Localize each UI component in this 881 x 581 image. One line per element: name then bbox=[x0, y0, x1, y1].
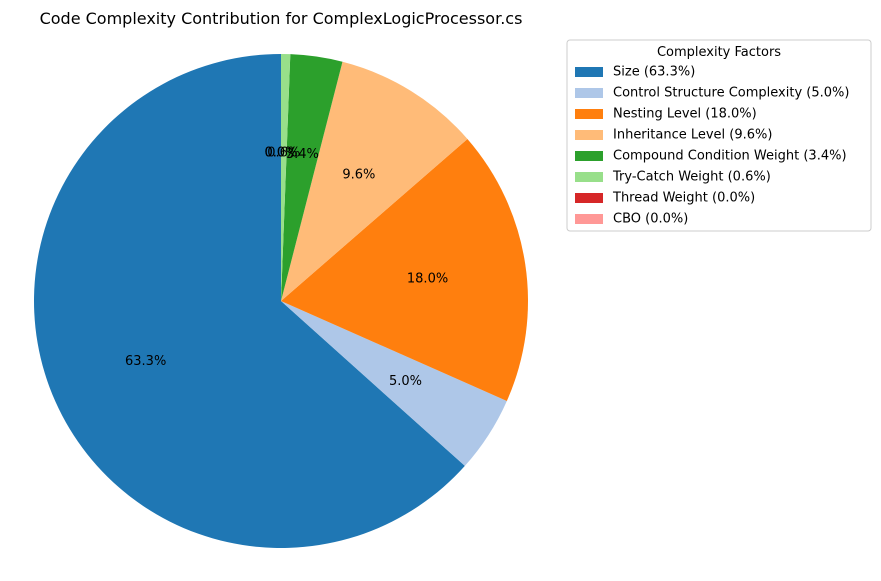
legend-title: Complexity Factors bbox=[657, 45, 781, 60]
pie-slice-size bbox=[34, 54, 465, 548]
legend-items: Size (63.3%) Control Structure Complexity… bbox=[575, 65, 849, 227]
slice-label-nesting-level: 18.0% bbox=[407, 271, 448, 286]
legend-label-cbo: CBO (0.0%) bbox=[613, 212, 688, 227]
slice-label-control-structure-complexity: 5.0% bbox=[389, 374, 422, 389]
legend-swatch-size bbox=[575, 67, 603, 77]
legend-label-thread-weight: Thread Weight (0.0%) bbox=[612, 191, 755, 206]
slice-label-thread-weight: 0.0% bbox=[264, 145, 297, 160]
chart-title: Code Complexity Contribution for Complex… bbox=[40, 9, 523, 28]
legend-swatch-control-structure-complexity bbox=[575, 88, 603, 98]
pie-slices bbox=[34, 54, 528, 548]
pie-slice-nesting-level bbox=[281, 138, 528, 401]
pie-slice-inheritance-level bbox=[281, 61, 468, 301]
legend-label-nesting-level: Nesting Level (18.0%) bbox=[613, 107, 757, 122]
legend: Complexity Factors Size (63.3%) Control S… bbox=[566, 39, 872, 232]
pie-slice-labels: 63.3%5.0%18.0%9.6%3.4%0.6%0.0%0.0% bbox=[125, 145, 448, 389]
pie-slice-try-catch-weight bbox=[281, 54, 291, 301]
legend-swatch-nesting-level bbox=[575, 109, 603, 119]
legend-swatch-compound-condition-weight bbox=[575, 151, 603, 161]
slice-label-cbo: 0.0% bbox=[264, 145, 297, 160]
legend-swatch-thread-weight bbox=[575, 193, 603, 203]
legend-label-try-catch-weight: Try-Catch Weight (0.6%) bbox=[612, 170, 771, 185]
pie-slice-compound-condition-weight bbox=[281, 54, 343, 302]
legend-frame bbox=[566, 39, 872, 232]
slice-label-compound-condition-weight: 3.4% bbox=[286, 147, 319, 162]
legend-swatch-try-catch-weight bbox=[575, 172, 603, 182]
slice-label-inheritance-level: 9.6% bbox=[342, 167, 375, 182]
pie-slice-control-structure-complexity bbox=[281, 301, 507, 466]
legend-swatch-inheritance-level bbox=[575, 130, 603, 140]
legend-swatch-cbo bbox=[575, 214, 603, 224]
legend-label-compound-condition-weight: Compound Condition Weight (3.4%) bbox=[613, 149, 847, 164]
legend-label-control-structure-complexity: Control Structure Complexity (5.0%) bbox=[613, 86, 849, 101]
legend-label-size: Size (63.3%) bbox=[613, 65, 695, 80]
legend-label-inheritance-level: Inheritance Level (9.6%) bbox=[613, 128, 772, 143]
slice-label-try-catch-weight: 0.6% bbox=[267, 145, 300, 160]
slice-label-size: 63.3% bbox=[125, 354, 166, 369]
